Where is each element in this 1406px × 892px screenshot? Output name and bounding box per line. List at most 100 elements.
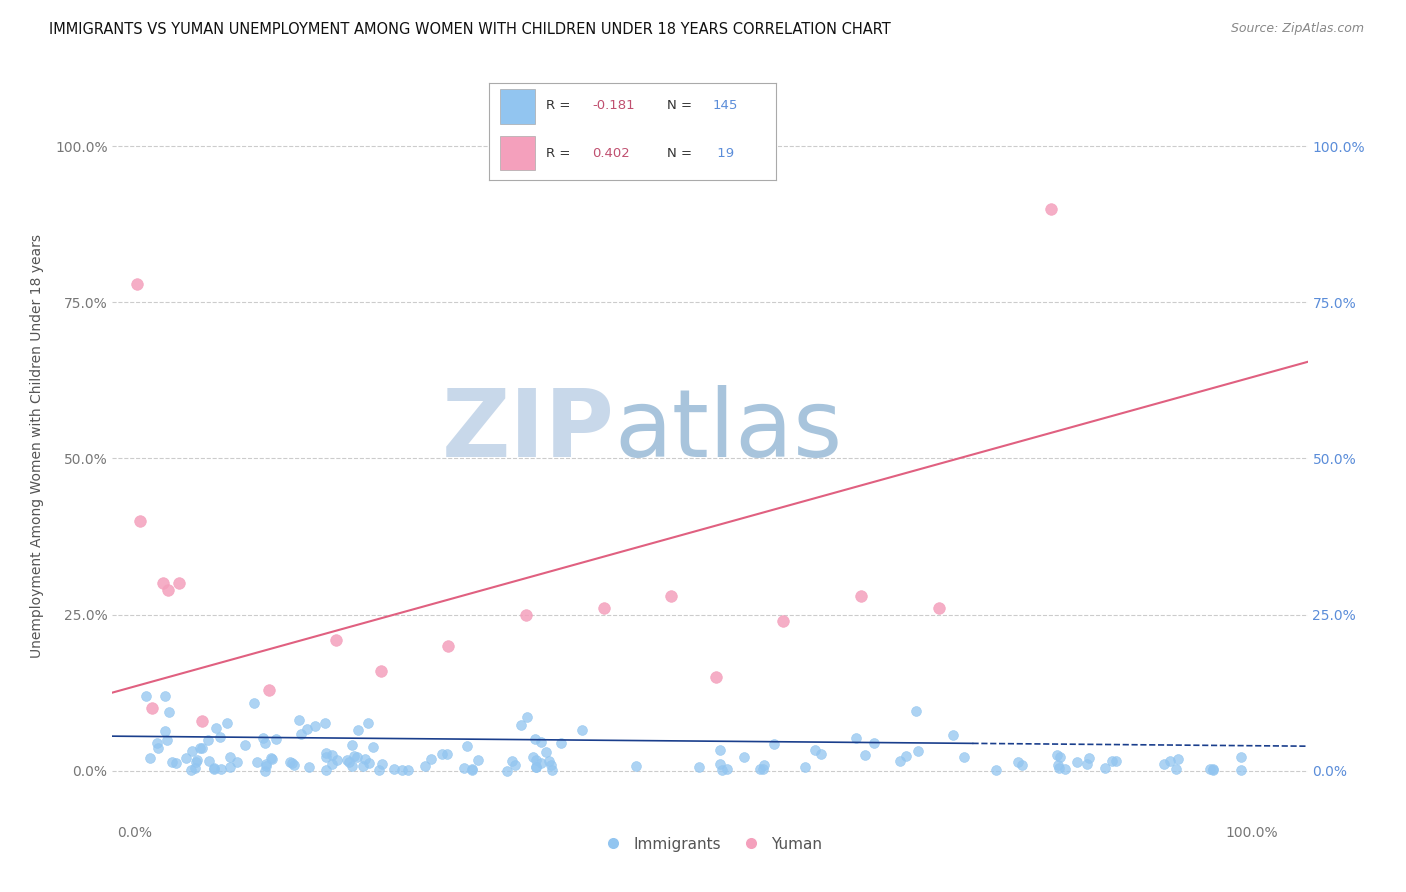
Point: [550, 736, 572, 750]
Point: [357, 756, 380, 770]
Point: [325, 753, 347, 767]
Point: [342, 738, 364, 752]
Point: [325, 632, 347, 647]
Point: [254, 757, 277, 772]
Text: Source: ZipAtlas.com: Source: ZipAtlas.com: [1230, 22, 1364, 36]
Point: [125, 277, 148, 291]
Point: [391, 763, 413, 777]
Point: [524, 760, 547, 774]
Point: [524, 759, 547, 773]
Point: [225, 756, 247, 770]
Point: [321, 747, 343, 762]
Point: [772, 614, 794, 628]
Point: [243, 696, 266, 710]
Point: [1077, 751, 1099, 765]
Point: [346, 750, 368, 764]
Point: [461, 762, 484, 776]
Point: [337, 756, 360, 770]
Point: [254, 759, 277, 773]
Point: [298, 760, 321, 774]
Point: [541, 763, 564, 777]
Point: [361, 739, 384, 754]
Point: [191, 714, 214, 728]
Point: [396, 763, 419, 777]
Point: [810, 747, 832, 761]
Point: [371, 757, 394, 772]
Point: [315, 746, 337, 760]
Point: [904, 704, 927, 718]
Point: [524, 753, 547, 767]
Point: [1167, 752, 1189, 766]
Point: [953, 750, 976, 764]
Point: [419, 751, 441, 765]
Point: [264, 731, 287, 746]
Point: [157, 582, 180, 597]
Point: [235, 739, 257, 753]
Point: [516, 710, 538, 724]
Point: [202, 762, 225, 776]
Point: [254, 736, 277, 750]
Point: [252, 731, 274, 746]
Point: [146, 740, 169, 755]
Point: [432, 747, 454, 762]
Legend: Immigrants, Yuman: Immigrants, Yuman: [592, 830, 828, 858]
Point: [413, 759, 436, 773]
Point: [260, 751, 283, 765]
Point: [197, 755, 219, 769]
Point: [347, 723, 370, 737]
Point: [1229, 749, 1251, 764]
Point: [191, 740, 214, 755]
Point: [1054, 762, 1077, 776]
Point: [453, 761, 475, 775]
Point: [165, 756, 187, 771]
Point: [283, 757, 305, 772]
Point: [1230, 763, 1253, 777]
Point: [1094, 761, 1116, 775]
Point: [197, 733, 219, 747]
Point: [845, 731, 868, 746]
Point: [354, 752, 377, 766]
Point: [626, 759, 648, 773]
Point: [849, 589, 872, 603]
Point: [540, 757, 562, 772]
Point: [752, 757, 775, 772]
Point: [496, 764, 519, 778]
Point: [751, 762, 773, 776]
Point: [863, 736, 886, 750]
Point: [281, 756, 304, 771]
Point: [288, 714, 311, 728]
Point: [537, 755, 560, 769]
Point: [501, 754, 523, 768]
Point: [1202, 764, 1225, 778]
Point: [336, 753, 359, 767]
Point: [907, 744, 929, 758]
Point: [1011, 758, 1033, 772]
Point: [1047, 757, 1070, 772]
Point: [162, 755, 184, 769]
Point: [370, 664, 392, 678]
Point: [180, 743, 202, 757]
Point: [1159, 754, 1181, 768]
Point: [515, 607, 537, 622]
Point: [290, 726, 312, 740]
Point: [436, 747, 458, 762]
Point: [889, 754, 911, 768]
Point: [716, 762, 738, 776]
Point: [571, 723, 593, 737]
Point: [180, 763, 202, 777]
Point: [709, 756, 731, 771]
Point: [688, 760, 710, 774]
Point: [1046, 748, 1069, 763]
Point: [984, 764, 1007, 778]
Point: [436, 639, 458, 653]
Point: [794, 760, 817, 774]
Point: [704, 670, 727, 684]
Point: [129, 514, 152, 528]
Point: [456, 739, 478, 753]
Point: [509, 718, 531, 732]
Point: [763, 738, 786, 752]
Point: [157, 705, 180, 719]
Point: [357, 715, 380, 730]
Point: [304, 719, 326, 733]
Point: [254, 764, 277, 778]
